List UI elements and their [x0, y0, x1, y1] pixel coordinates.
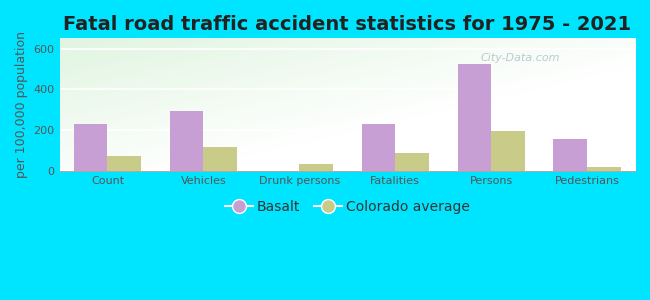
Bar [587, 167, 621, 171]
Bar [170, 111, 203, 171]
Y-axis label: per 100,000 population: per 100,000 population [15, 31, 28, 178]
Text: City-Data.com: City-Data.com [480, 53, 560, 63]
Title: Fatal road traffic accident statistics for 1975 - 2021: Fatal road traffic accident statistics f… [63, 15, 631, 34]
Bar [458, 64, 491, 171]
Bar [361, 124, 395, 171]
Bar [554, 139, 587, 171]
Bar [203, 148, 237, 171]
Legend: Basalt, Colorado average: Basalt, Colorado average [219, 195, 475, 220]
Bar [395, 153, 429, 171]
Bar [491, 130, 525, 171]
Bar [299, 164, 333, 171]
Bar [107, 156, 141, 171]
Bar [74, 124, 107, 171]
